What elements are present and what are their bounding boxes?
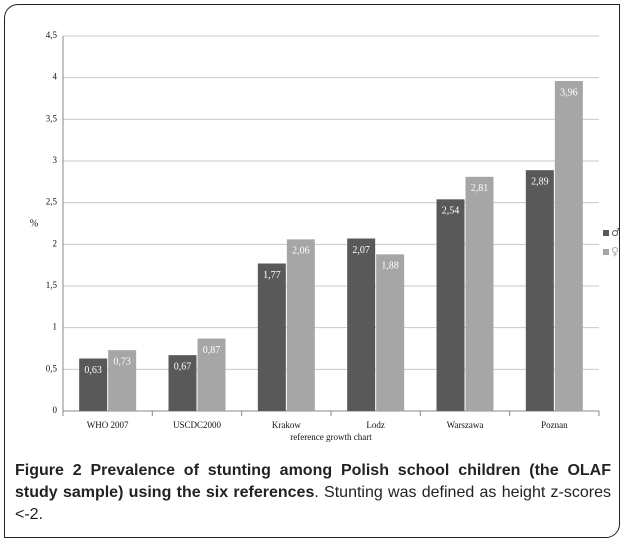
- x-tick-label: WHO 2007: [87, 420, 129, 430]
- data-label: 0,63: [84, 365, 102, 376]
- data-label: 0,67: [174, 361, 192, 372]
- y-tick-label: 0,5: [46, 363, 58, 373]
- figure: % reference growth chart 0 0,5 1 1,5 2 2,5 3 3,…: [4, 4, 620, 538]
- bar: [436, 199, 465, 411]
- legend-label: ♂: [611, 226, 620, 239]
- data-label: 2,07: [352, 245, 370, 256]
- caption-text: . Stunting was defined as height z-score…: [15, 484, 612, 523]
- data-label: 1,88: [381, 261, 399, 272]
- x-tick-label: Warszawa: [447, 420, 484, 430]
- data-label: 0,87: [203, 345, 221, 356]
- bar: [197, 338, 226, 411]
- bar: [347, 238, 376, 411]
- y-tick-label: 2,5: [46, 197, 58, 207]
- bar: [108, 350, 137, 411]
- y-tick-label: 4,5: [46, 30, 58, 40]
- bar: [257, 263, 286, 411]
- legend-label: ♀: [611, 245, 619, 258]
- bar: [554, 81, 583, 411]
- y-axis-title: %: [30, 218, 38, 229]
- bar: [168, 355, 197, 411]
- x-tick-label: USCDC2000: [173, 420, 222, 430]
- y-tick-label: 1,5: [46, 280, 58, 290]
- y-tick-label: 3,5: [46, 113, 58, 123]
- data-label: 2,54: [442, 206, 460, 217]
- bar: [286, 239, 315, 411]
- bar: [376, 254, 405, 411]
- legend-swatch: [603, 249, 609, 255]
- data-label: 1,77: [263, 270, 281, 281]
- y-tick-label: 4: [53, 72, 58, 82]
- data-label: 2,81: [471, 183, 489, 194]
- legend-swatch: [603, 230, 609, 236]
- x-axis-title: reference growth chart: [290, 432, 372, 442]
- data-label: 2,06: [292, 246, 310, 257]
- bar: [525, 170, 554, 411]
- x-tick-label: Krakow: [272, 420, 301, 430]
- data-label: 2,89: [531, 176, 549, 187]
- data-label: 3,96: [560, 87, 578, 98]
- y-tick-label: 3: [53, 155, 58, 165]
- y-tick-label: 2: [53, 238, 58, 248]
- chart: % reference growth chart 0 0,5 1 1,5 2 2,5 3 3,…: [30, 30, 620, 442]
- x-tick-label: Lodz: [366, 420, 385, 430]
- y-tick-label: 0: [53, 405, 58, 415]
- data-label: 0,73: [113, 356, 131, 367]
- x-tick-label: Poznan: [541, 420, 568, 430]
- bar: [465, 176, 494, 411]
- caption: Figure 2 Prevalence of stunting among Po…: [15, 460, 611, 526]
- bar: [79, 358, 108, 411]
- caption-title: Figure 2 Prevalence of stunting among Po…: [15, 462, 611, 501]
- y-tick-label: 1: [53, 322, 58, 332]
